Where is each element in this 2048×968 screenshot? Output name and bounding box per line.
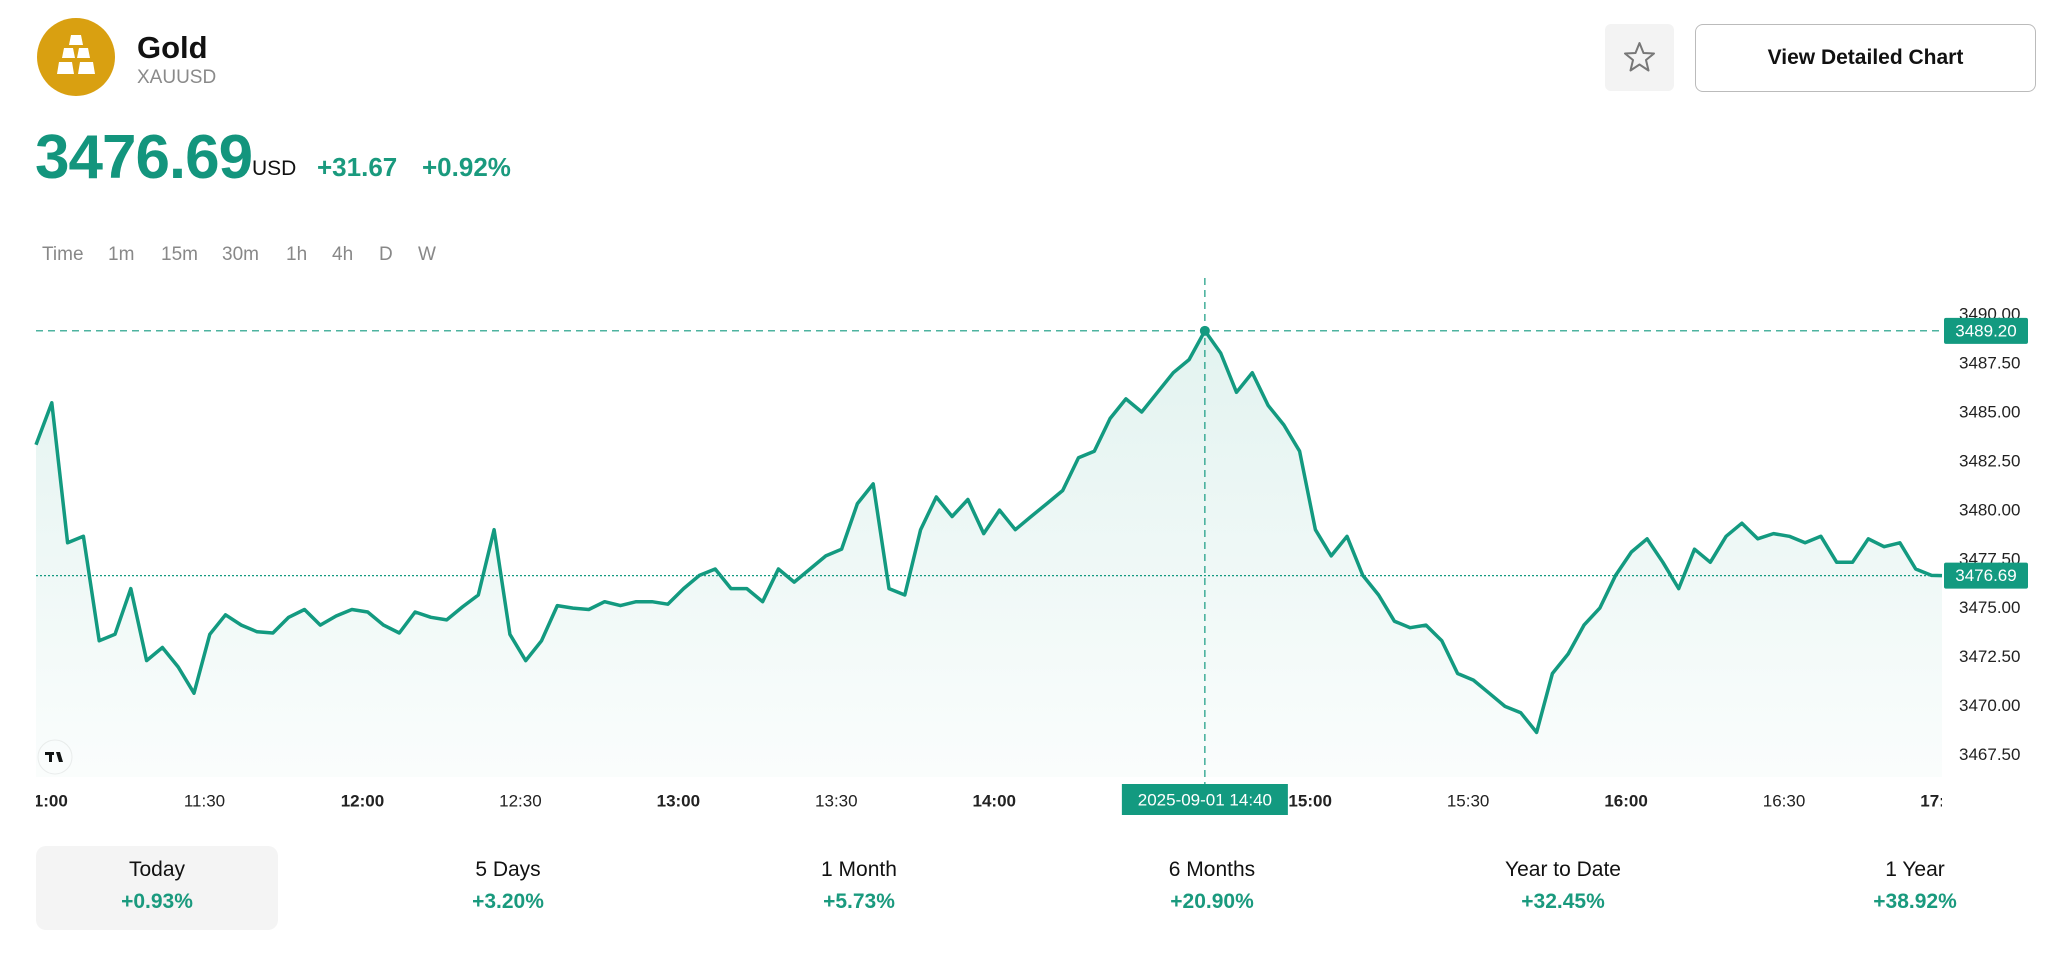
interval-option[interactable]: 30m xyxy=(222,244,259,265)
performance-value: +20.90% xyxy=(1170,890,1254,913)
asset-name: Gold xyxy=(137,30,208,65)
interval-option[interactable]: 1h xyxy=(286,244,308,265)
x-tick-label: 11:30 xyxy=(184,791,225,810)
high-price-tag: 3489.20 xyxy=(1955,321,2016,340)
interval-option[interactable]: D xyxy=(379,244,393,265)
area-fill xyxy=(36,330,1942,777)
price-line xyxy=(34,329,1943,735)
performance-tab[interactable]: 5 Days +3.20% xyxy=(387,846,629,930)
last-price-tag: 3476.69 xyxy=(1955,566,2016,585)
x-tick-label: 13:30 xyxy=(815,791,858,810)
performance-label: 1 Month xyxy=(821,858,897,881)
performance-label: Today xyxy=(128,858,186,881)
x-tick-label: 15:30 xyxy=(1447,791,1490,810)
y-tick-label: 3470.00 xyxy=(1959,696,2020,715)
crosshair-tag-box xyxy=(1121,784,1288,815)
interval-option[interactable]: 4h xyxy=(332,244,354,265)
star-icon xyxy=(1624,42,1655,72)
favorite-button[interactable] xyxy=(1605,24,1674,91)
y-tick-label: 3467.50 xyxy=(1959,745,2020,764)
price-change-percent: +0.92% xyxy=(422,152,511,182)
performance-label: 1 Year xyxy=(1885,858,1945,881)
currency: USD xyxy=(252,157,297,180)
y-tick-label: 3472.50 xyxy=(1959,647,2020,666)
interval-option[interactable]: 15m xyxy=(161,244,198,265)
performance-tab[interactable]: Today +0.93% xyxy=(36,846,278,930)
y-tick-label: 3475.00 xyxy=(1959,598,2020,617)
x-tick-label: 12:00 xyxy=(341,791,384,810)
y-tick-label: 3480.00 xyxy=(1959,500,2020,519)
x-tick-label: 17:00 xyxy=(1920,791,1963,810)
x-tick-label: 16:00 xyxy=(1604,791,1647,810)
price: 3476.69 xyxy=(35,123,253,192)
y-tick-label: 3485.00 xyxy=(1959,403,2020,422)
performance-tab[interactable]: 1 Year +38.92% xyxy=(1794,846,2036,930)
crosshair-tag: 2025-09-01 14:40 xyxy=(1138,790,1272,809)
x-tick-label: 11:00 xyxy=(25,791,68,810)
x-tick-label: 14:00 xyxy=(973,791,1016,810)
performance-label: Year to Date xyxy=(1505,858,1621,881)
crosshair-point xyxy=(1199,325,1210,336)
last-price-tag-box xyxy=(1944,562,2028,589)
gold-bars-icon xyxy=(57,35,95,74)
performance-value: +32.45% xyxy=(1521,890,1605,913)
performance-value: +5.73% xyxy=(823,890,895,913)
price-change: +31.67 xyxy=(317,152,398,182)
interval-option[interactable]: 1m xyxy=(108,244,135,265)
performance-value: +3.20% xyxy=(472,890,544,913)
performance-tab[interactable]: 6 Months +20.90% xyxy=(1091,846,1333,930)
performance-value: +0.93% xyxy=(121,890,193,913)
performance-label: 6 Months xyxy=(1168,858,1256,881)
y-tick-label: 3482.50 xyxy=(1959,451,2020,470)
x-tick-label: 12:30 xyxy=(499,791,542,810)
gold-logo xyxy=(37,18,115,96)
performance-tab[interactable]: 1 Month +5.73% xyxy=(738,846,980,930)
interval-option[interactable]: W xyxy=(418,244,436,265)
y-tick-label: 3487.50 xyxy=(1959,354,2020,373)
x-tick-label: 15:00 xyxy=(1288,791,1331,810)
performance-tab[interactable]: Year to Date +32.45% xyxy=(1442,846,1684,930)
performance-label: 5 Days xyxy=(475,858,541,881)
view-detailed-chart-button[interactable]: View Detailed Chart xyxy=(1695,24,2036,92)
asset-symbol: XAUUSD xyxy=(137,67,217,88)
performance-value: +38.92% xyxy=(1873,890,1957,913)
x-tick-label: 16:30 xyxy=(1763,791,1806,810)
high-price-tag-box xyxy=(1944,317,2028,344)
x-tick-label: 13:00 xyxy=(657,791,700,810)
interval-option[interactable]: Time xyxy=(42,244,84,265)
x-axis: 11:0011:3012:0012:3013:0013:3014:0014:30… xyxy=(25,791,1963,810)
